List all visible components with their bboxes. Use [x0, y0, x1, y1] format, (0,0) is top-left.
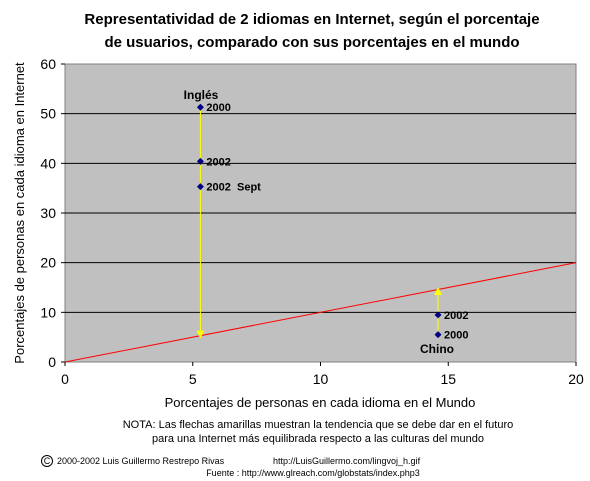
x-tick-label-15: 15 [440, 371, 456, 387]
grid-lines [65, 113, 576, 313]
data-label-2-2: 2000 [444, 330, 468, 342]
y-tick-label-30: 30 [40, 205, 56, 221]
note-line-1: NOTA: Las flechas amarillas muestran la … [123, 419, 514, 431]
data-point-1-1 [196, 103, 204, 111]
x-tick-label-5: 5 [189, 371, 197, 387]
data-point-1-2 [196, 157, 204, 165]
y-tick-label-0: 0 [48, 354, 56, 370]
y-tick-label-10: 10 [40, 304, 56, 320]
data-label-2-1: 2002 [444, 310, 468, 322]
x-tick-label-20: 20 [568, 371, 584, 387]
credit-author: 2000-2002 Luis Guillermo Restrepo Rivas [57, 456, 225, 466]
data-point-2-1 [434, 311, 442, 319]
series-label-ingles: Inglés [184, 88, 219, 102]
data-label-1-2: 2002 [206, 156, 230, 168]
reference-line-layer [64, 262, 577, 363]
data-label-1-1: 2000 [206, 102, 230, 114]
y-axis-title: Porcentajes de personas en cada idioma e… [12, 62, 27, 364]
data-label-1-3: 2002 Sept [206, 182, 261, 194]
series-label-chino: Chino [420, 342, 454, 356]
chart-title-line-2: de usuarios, comparado con sus porcentaj… [104, 34, 519, 51]
copyright-icon [41, 455, 53, 467]
y-tick-label-60: 60 [40, 56, 56, 72]
data-point-2-2 [434, 331, 442, 339]
x-tick-label-10: 10 [313, 371, 329, 387]
x-tick-label-0: 0 [61, 371, 69, 387]
reference-line [64, 262, 577, 363]
y-tick-label-40: 40 [40, 155, 56, 171]
data-points-layer: 2000 2002 2002 Sept 2002 2000 [196, 102, 469, 342]
y-tick-label-50: 50 [40, 106, 56, 122]
data-point-1-3 [196, 183, 204, 191]
credit-source: Fuente : http://www.glreach.com/globstat… [206, 468, 420, 478]
note-line-2: para una Internet más equilibrada respec… [152, 433, 484, 445]
copyright-symbol: C [44, 456, 51, 466]
credit-url: http://LuisGuillermo.com/lingvoj_h.gif [273, 456, 421, 466]
x-axis-title: Porcentajes de personas en cada idioma e… [165, 395, 476, 410]
chart-title-line-1: Representatividad de 2 idiomas en Intern… [84, 11, 539, 28]
y-tick-label-20: 20 [40, 255, 56, 271]
tick-labels-layer: 0 10 20 30 40 50 60 0 5 10 15 20 [40, 56, 584, 387]
